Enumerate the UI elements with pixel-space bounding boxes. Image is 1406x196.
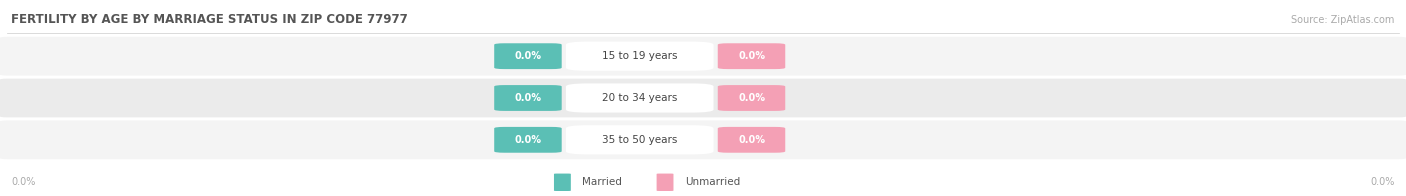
FancyBboxPatch shape <box>567 83 714 113</box>
FancyBboxPatch shape <box>567 42 714 71</box>
FancyBboxPatch shape <box>495 85 562 111</box>
Text: Source: ZipAtlas.com: Source: ZipAtlas.com <box>1291 15 1395 25</box>
FancyBboxPatch shape <box>718 43 786 69</box>
Text: Unmarried: Unmarried <box>685 177 740 187</box>
FancyBboxPatch shape <box>718 85 786 111</box>
Text: Married: Married <box>582 177 621 187</box>
FancyBboxPatch shape <box>495 43 562 69</box>
Text: 0.0%: 0.0% <box>515 51 541 61</box>
Text: 0.0%: 0.0% <box>738 135 765 145</box>
Text: 15 to 19 years: 15 to 19 years <box>602 51 678 61</box>
FancyBboxPatch shape <box>718 127 786 153</box>
FancyBboxPatch shape <box>657 174 673 191</box>
Text: FERTILITY BY AGE BY MARRIAGE STATUS IN ZIP CODE 77977: FERTILITY BY AGE BY MARRIAGE STATUS IN Z… <box>11 13 408 26</box>
Text: 35 to 50 years: 35 to 50 years <box>602 135 678 145</box>
Text: 20 to 34 years: 20 to 34 years <box>602 93 678 103</box>
FancyBboxPatch shape <box>0 37 1406 76</box>
Text: 0.0%: 0.0% <box>738 93 765 103</box>
FancyBboxPatch shape <box>554 174 571 191</box>
Text: 0.0%: 0.0% <box>738 51 765 61</box>
Text: 0.0%: 0.0% <box>515 93 541 103</box>
FancyBboxPatch shape <box>0 79 1406 117</box>
FancyBboxPatch shape <box>495 127 562 153</box>
Text: 0.0%: 0.0% <box>11 177 35 187</box>
Text: 0.0%: 0.0% <box>1371 177 1395 187</box>
FancyBboxPatch shape <box>0 120 1406 159</box>
FancyBboxPatch shape <box>567 125 714 154</box>
Text: 0.0%: 0.0% <box>515 135 541 145</box>
